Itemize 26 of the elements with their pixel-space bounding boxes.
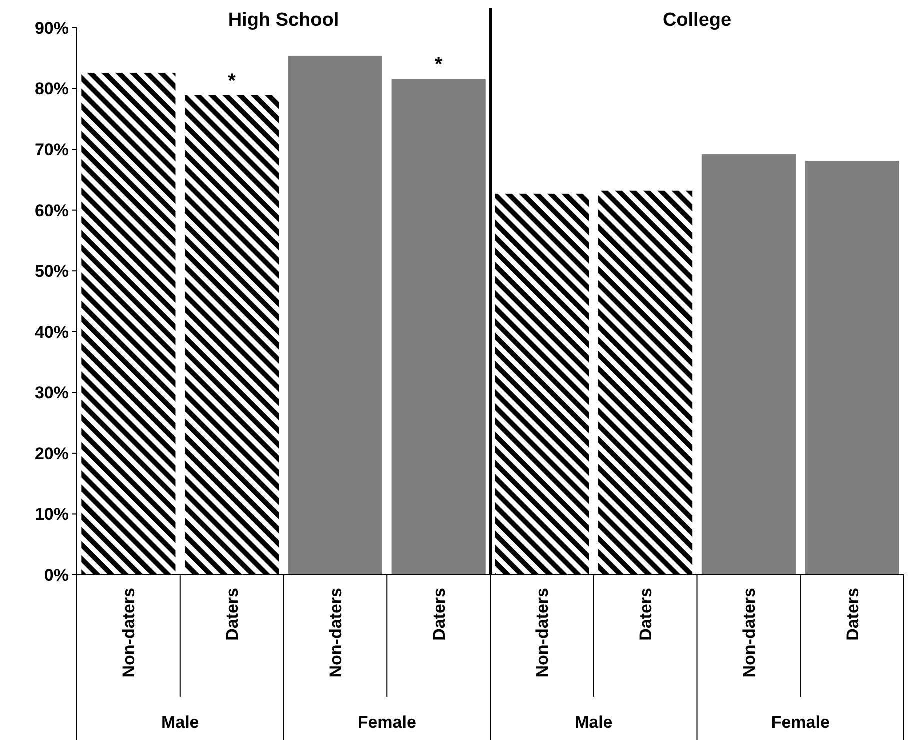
x-tick-label: Daters xyxy=(843,588,862,641)
y-tick-label: 30% xyxy=(34,384,69,403)
x-tick-label: Daters xyxy=(430,588,449,641)
x-tick-label: Daters xyxy=(636,588,656,641)
y-tick-label: 70% xyxy=(34,140,69,160)
y-tick-label: 20% xyxy=(34,444,69,464)
data-label: * xyxy=(228,70,236,92)
y-tick-label: 80% xyxy=(34,80,69,99)
text: Female xyxy=(358,713,416,732)
text: Female xyxy=(771,713,830,732)
data-label: * xyxy=(434,54,443,76)
y-tick-label: 40% xyxy=(34,322,69,342)
x-tick-label: Daters xyxy=(223,588,242,641)
x-tick-label: Non-daters xyxy=(533,588,552,678)
annotation: High School xyxy=(228,10,340,31)
annotation: College xyxy=(662,10,732,31)
y-tick-label: 0% xyxy=(44,566,69,585)
y-tick-label: 60% xyxy=(34,201,69,220)
text: Male xyxy=(574,713,613,732)
x-tick-label: Non-daters xyxy=(740,588,759,678)
text: Male xyxy=(161,713,200,732)
y-tick-label: 10% xyxy=(34,505,69,524)
x-tick-label: Non-daters xyxy=(120,588,139,678)
y-tick-label: 50% xyxy=(34,262,69,282)
y-tick-label: 90% xyxy=(34,18,69,38)
x-tick-label: Non-daters xyxy=(326,588,346,678)
